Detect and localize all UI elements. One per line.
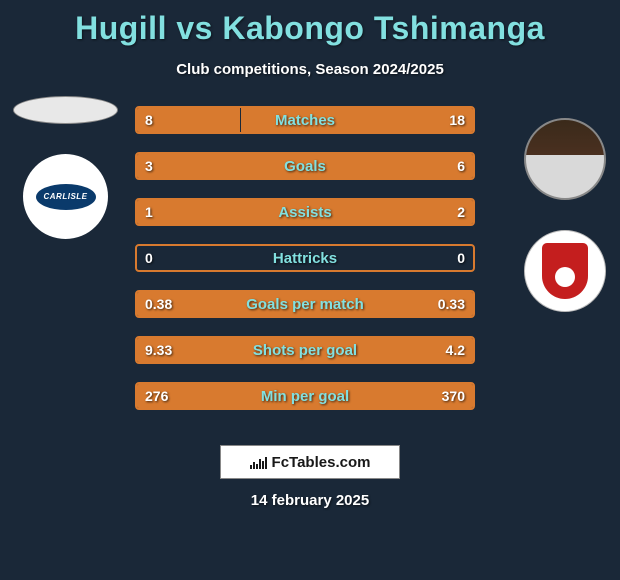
subtitle: Club competitions, Season 2024/2025 xyxy=(0,61,620,78)
stat-value-left: 0.38 xyxy=(145,296,172,312)
bar-fill-left xyxy=(137,154,249,178)
stat-value-right: 370 xyxy=(442,388,465,404)
swindon-badge xyxy=(524,230,606,312)
carlisle-badge-text: CARLISLE xyxy=(36,184,96,210)
fctables-logo: FcTables.com xyxy=(220,445,400,479)
comparison-chart: CARLISLE 8 18 Matches 3 6 Goals 1 2 Assists 0 0 Hat… xyxy=(0,96,620,416)
stat-row: 0.38 0.33 Goals per match xyxy=(135,290,475,318)
stat-row: 9.33 4.2 Shots per goal xyxy=(135,336,475,364)
stat-label: Matches xyxy=(275,112,335,129)
stat-row: 0 0 Hattricks xyxy=(135,244,475,272)
bar-fill-right xyxy=(249,154,473,178)
stat-row: 3 6 Goals xyxy=(135,152,475,180)
stat-value-right: 0.33 xyxy=(438,296,465,312)
stat-value-left: 9.33 xyxy=(145,342,172,358)
fctables-logo-text: FcTables.com xyxy=(272,454,371,471)
right-player-column xyxy=(520,118,610,312)
stat-value-left: 3 xyxy=(145,158,153,174)
stat-label: Assists xyxy=(278,204,331,221)
carlisle-badge: CARLISLE xyxy=(23,154,108,239)
stat-label: Hattricks xyxy=(273,250,337,267)
stat-label: Min per goal xyxy=(261,388,349,405)
player-left-avatar xyxy=(13,96,118,124)
stat-value-left: 1 xyxy=(145,204,153,220)
left-player-column: CARLISLE xyxy=(8,96,123,239)
stat-row: 1 2 Assists xyxy=(135,198,475,226)
stat-value-right: 0 xyxy=(457,250,465,266)
stat-value-right: 18 xyxy=(449,112,465,128)
bar-fill-left xyxy=(137,200,249,224)
stat-value-left: 276 xyxy=(145,388,168,404)
stat-value-left: 8 xyxy=(145,112,153,128)
stat-row: 276 370 Min per goal xyxy=(135,382,475,410)
stat-row: 8 18 Matches xyxy=(135,106,475,134)
stat-label: Shots per goal xyxy=(253,342,357,359)
page-title: Hugill vs Kabongo Tshimanga xyxy=(0,0,620,47)
stat-label: Goals xyxy=(284,158,326,175)
stat-label: Goals per match xyxy=(246,296,364,313)
stat-value-right: 2 xyxy=(457,204,465,220)
swindon-shield-icon xyxy=(542,243,588,299)
stat-value-right: 4.2 xyxy=(446,342,465,358)
stat-value-right: 6 xyxy=(457,158,465,174)
stat-value-left: 0 xyxy=(145,250,153,266)
stat-bars: 8 18 Matches 3 6 Goals 1 2 Assists 0 0 Hattricks 0.3… xyxy=(135,106,475,410)
player-right-avatar xyxy=(524,118,606,200)
bar-chart-icon xyxy=(250,455,268,469)
footer-date: 14 february 2025 xyxy=(251,492,369,509)
